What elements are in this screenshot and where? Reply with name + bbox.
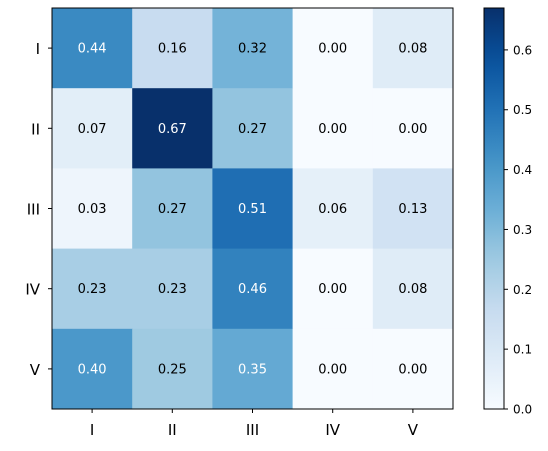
heatmap-cell-r3-c3: [212, 168, 294, 250]
cell-value-label: 0.40: [78, 362, 107, 377]
cell-value-label: 0.35: [238, 362, 267, 377]
heatmap-cell-r5-c5: [372, 328, 454, 410]
heatmap-cell-r5-c2: [132, 328, 213, 410]
cell-value-label: 0.00: [398, 362, 427, 377]
heatmap-cell-r5-c3: [212, 328, 294, 410]
cell-value-label: 0.44: [78, 42, 107, 57]
x-tick-label: IV: [325, 421, 340, 439]
x-tick-label: III: [246, 421, 259, 439]
cell-value-label: 0.08: [398, 42, 427, 57]
cell-value-label: 0.00: [398, 122, 427, 137]
colorbar-ticks: 0.0 0.1 0.2 0.3 0.4 0.5 0.6: [504, 43, 532, 417]
heatmap-cell-r3-c5: [372, 168, 454, 250]
x-tick-label: I: [90, 421, 94, 439]
cell-value-label: 0.32: [238, 42, 267, 57]
heatmap-cell-r1-c2: [132, 8, 213, 89]
cell-value-label: 0.23: [78, 282, 107, 297]
heatmap-cell-r2-c3: [212, 88, 294, 169]
heatmap-cell-r2-c5: [372, 88, 454, 169]
cell-value-label: 0.00: [318, 362, 347, 377]
colorbar-tick-label: 0.4: [513, 163, 532, 177]
heatmap-cell-r5-c1: [52, 328, 133, 410]
y-tick-label: III: [27, 201, 40, 219]
cell-value-label: 0.46: [238, 282, 267, 297]
cell-value-label: 0.27: [158, 202, 187, 217]
heatmap-cell-r5-c4: [292, 328, 374, 410]
heatmap-cell-r3-c2: [132, 168, 213, 250]
heatmap-cell-r2-c1: [52, 88, 133, 169]
cell-value-label: 0.27: [238, 122, 267, 137]
heatmap-cell-r4-c2: [132, 248, 213, 330]
colorbar-tick-label: 0.5: [513, 103, 532, 117]
heatmap-cell-r1-c1: [52, 8, 133, 89]
cell-value-label: 0.16: [158, 42, 187, 57]
colorbar-tick-label: 0.1: [513, 343, 532, 357]
colorbar-tick-label: 0.2: [513, 283, 532, 297]
cell-value-label: 0.06: [318, 202, 347, 217]
cell-value-label: 0.07: [78, 122, 107, 137]
heatmap-cell-r2-c2: [132, 88, 213, 169]
heatmap-cell-r4-c1: [52, 248, 133, 330]
colorbar-tick-label: 0.3: [513, 223, 532, 237]
heatmap-cell-labels: 0.44 0.16 0.32 0.00 0.08 0.07 0.67 0.27 0.00 0.00…: [78, 42, 428, 378]
x-axis-ticks: I II III IV V: [90, 409, 419, 439]
colorbar-tick-label: 0.0: [513, 403, 532, 417]
heatmap-cell-r4-c3: [212, 248, 294, 330]
y-tick-label: II: [31, 120, 40, 138]
heatmap-cells: [52, 8, 454, 410]
cell-value-label: 0.23: [158, 282, 187, 297]
x-tick-label: V: [408, 421, 419, 439]
heatmap-cell-r4-c5: [372, 248, 454, 330]
heatmap-cell-r1-c3: [212, 8, 294, 89]
cell-value-label: 0.00: [318, 42, 347, 57]
y-tick-label: V: [30, 361, 41, 379]
heatmap-cell-r4-c4: [292, 248, 374, 330]
heatmap-cell-r3-c4: [292, 168, 374, 250]
cell-value-label: 0.03: [78, 202, 107, 217]
cell-value-label: 0.00: [318, 282, 347, 297]
x-tick-label: II: [168, 421, 177, 439]
heatmap-cell-r3-c1: [52, 168, 133, 250]
cell-value-label: 0.13: [398, 202, 427, 217]
heatmap-cell-r1-c4: [292, 8, 374, 89]
cell-value-label: 0.25: [158, 362, 187, 377]
y-tick-label: I: [36, 40, 40, 58]
colorbar: [483, 7, 505, 410]
heatmap-cell-r1-c5: [372, 8, 454, 89]
cell-value-label: 0.08: [398, 282, 427, 297]
cell-value-label: 0.67: [158, 122, 187, 137]
colorbar-tick-label: 0.6: [513, 43, 532, 57]
cell-value-label: 0.00: [318, 122, 347, 137]
cell-value-label: 0.51: [238, 202, 267, 217]
y-tick-label: IV: [25, 281, 40, 299]
heatmap-cell-r2-c4: [292, 88, 374, 169]
